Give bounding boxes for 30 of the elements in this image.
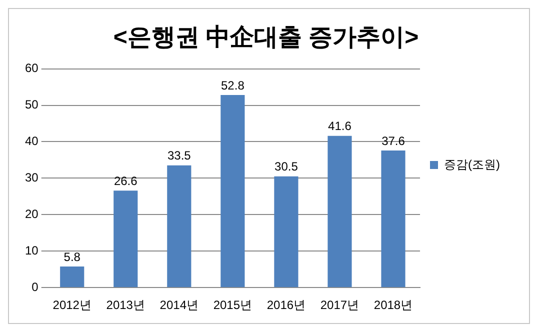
bar [328, 136, 352, 288]
x-tick-label: 2013년 [106, 298, 145, 312]
bar [274, 176, 298, 288]
bar [220, 95, 245, 288]
x-tick-label: 2014년 [160, 298, 199, 312]
x-tick-label: 2016년 [266, 298, 306, 312]
x-tick-label: 2015년 [213, 298, 252, 312]
y-tick-label: 30 [24, 170, 39, 185]
bar [114, 190, 138, 288]
bar [60, 266, 84, 288]
y-tick-label: 0 [32, 280, 39, 294]
y-tick-label: 50 [24, 98, 39, 112]
data-label: 30.5 [274, 160, 298, 174]
y-tick-label: 20 [24, 206, 39, 221]
bar [167, 165, 192, 288]
chart-title: <은행권 中企대출 증가추이> [113, 24, 419, 52]
y-tick-label: 60 [24, 61, 39, 76]
data-label: 37.6 [382, 134, 406, 148]
x-tick-label: 2017년 [320, 298, 360, 312]
y-tick-label: 40 [24, 134, 39, 148]
bar [381, 150, 406, 288]
y-tick-label: 10 [24, 243, 39, 258]
data-label: 41.6 [328, 119, 352, 134]
data-label: 26.6 [114, 174, 138, 188]
data-label: 52.8 [221, 78, 245, 92]
data-label: 5.8 [64, 250, 81, 264]
x-tick-label: 2018년 [374, 298, 413, 312]
legend-label: 증감(조원) [444, 157, 500, 172]
x-tick-label: 2012년 [52, 298, 92, 312]
data-label: 33.5 [167, 148, 192, 163]
